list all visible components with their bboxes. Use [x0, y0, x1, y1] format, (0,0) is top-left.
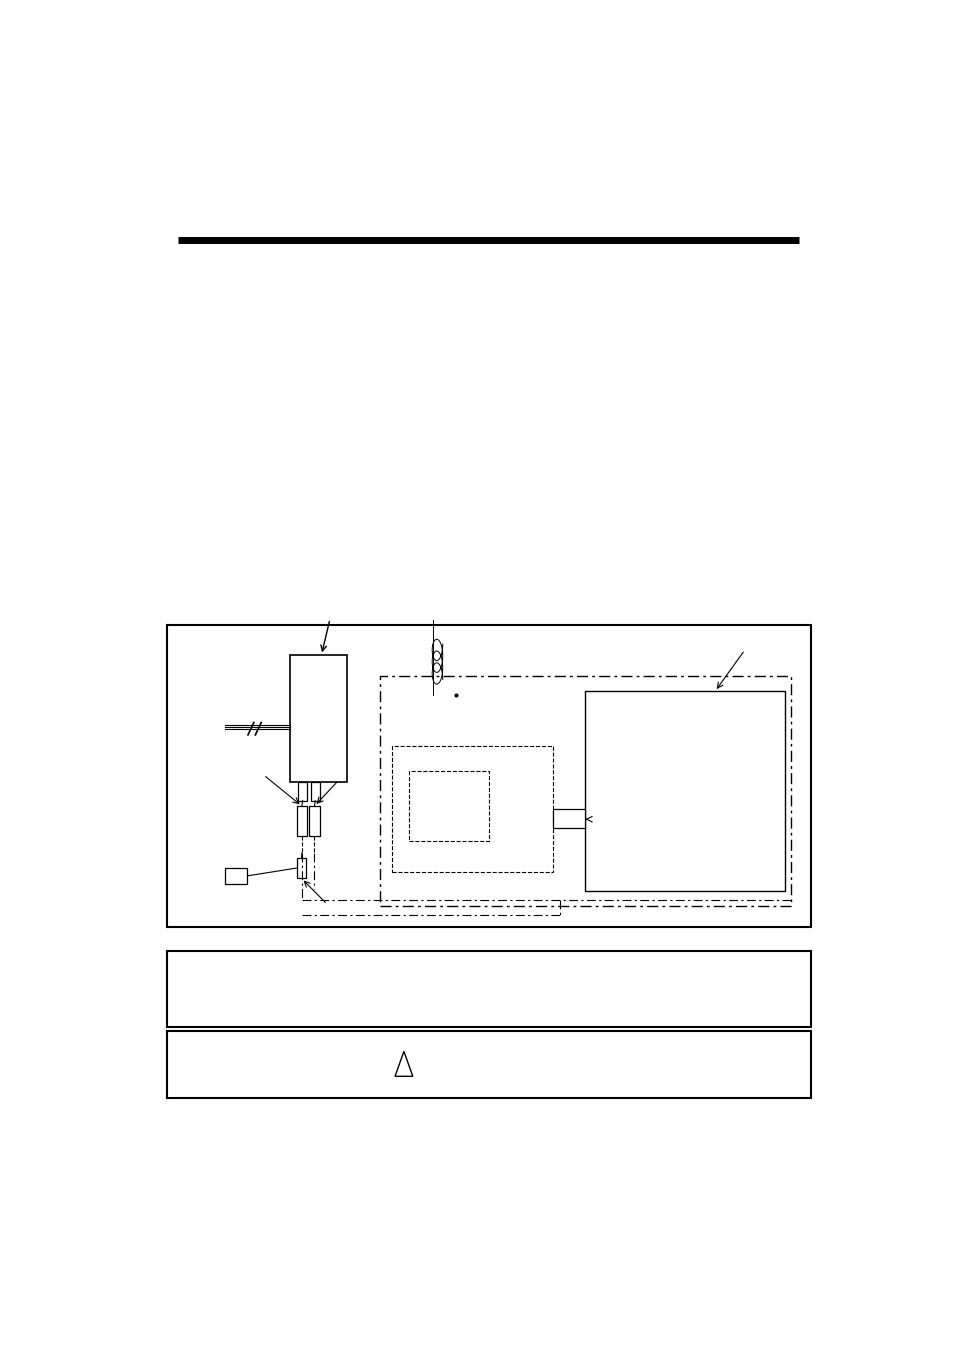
Bar [225, 869, 247, 884]
Bar [379, 677, 790, 905]
Bar [289, 655, 347, 782]
Bar [296, 807, 307, 836]
Bar [298, 782, 307, 801]
Bar [296, 858, 306, 878]
Bar [311, 782, 319, 801]
Bar [553, 809, 585, 828]
Bar [392, 746, 553, 873]
Bar [167, 626, 810, 927]
Bar [167, 951, 810, 1027]
Bar [167, 1031, 810, 1098]
Bar [585, 692, 784, 890]
Bar [408, 771, 488, 840]
Bar [309, 807, 319, 836]
